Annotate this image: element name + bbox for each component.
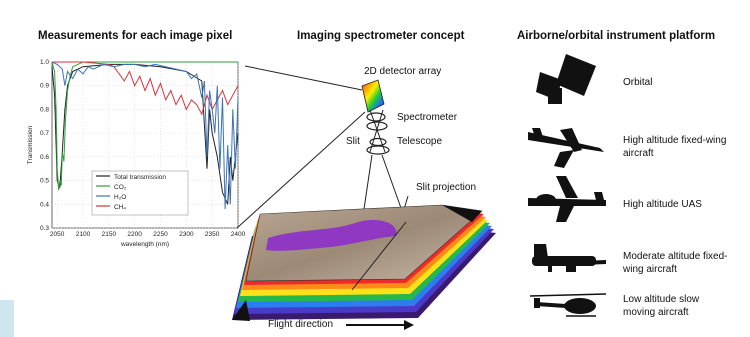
chart-legend-label: CH₄	[114, 204, 126, 211]
terrain-image-layer	[245, 204, 483, 282]
chart-legend-label: H₂O	[114, 194, 126, 201]
heading-platforms: Airborne/orbital instrument platform	[517, 30, 716, 42]
label-slit: Slit	[346, 136, 360, 147]
label-telescope: Telescope	[397, 136, 443, 147]
chart-ytick-label: 0.9	[40, 83, 49, 90]
chart-legend-label: Total transmission	[114, 174, 166, 181]
chart-xtick-label: 2200	[127, 231, 142, 238]
jet-aircraft-icon	[528, 128, 604, 168]
chart-ylabel: Transmission	[27, 125, 34, 164]
chart-xtick-label: 2100	[76, 231, 91, 238]
label-slit-projection: Slit projection	[416, 182, 477, 193]
satellite-icon	[536, 54, 596, 104]
chart-xtick-label: 2150	[102, 231, 117, 238]
label-detector-array: 2D detector array	[364, 66, 442, 77]
chart-ytick-label: 0.6	[40, 154, 49, 161]
chart-xlabel: wavelength (nm)	[120, 241, 169, 248]
label-flight-direction: Flight direction	[268, 319, 334, 330]
label-spectrometer: Spectrometer	[397, 112, 458, 123]
uas-drone-icon	[528, 176, 606, 222]
left-edge-strip	[0, 300, 14, 337]
chart-series-line-1	[51, 61, 238, 191]
platform-label-high-altitude-fixed-wing: High altitude fixed-wing aircraft	[623, 135, 727, 159]
platform-label-moderate-altitude-fixed-wing: Moderate altitude fixed-wing aircraft	[623, 251, 728, 275]
chart-ytick-label: 0.5	[40, 178, 49, 185]
zoom-line-bottom	[236, 111, 366, 229]
platform-label-low-altitude-slow: Low altitude slow moving aircraft	[623, 294, 700, 318]
detector-array-icon	[361, 79, 385, 113]
chart-xtick-label: 2300	[179, 231, 194, 238]
chart-ytick-label: 0.7	[40, 130, 49, 137]
chart-series-line-3	[52, 61, 239, 116]
chart-ytick-label: 0.8	[40, 106, 49, 113]
heading-spectrometer-concept: Imaging spectrometer concept	[297, 30, 465, 42]
chart-ytick-label: 0.3	[40, 225, 49, 232]
helicopter-icon	[529, 293, 607, 317]
chart-series-line-2	[51, 61, 239, 210]
chart-ytick-label: 0.4	[40, 201, 49, 208]
chart-xtick-label: 2400	[231, 231, 246, 238]
chart-ytick-label: 1.0	[40, 59, 49, 66]
spectrometer-lens-icon	[366, 112, 386, 122]
telescope-lens-icon	[366, 145, 390, 155]
twin-prop-aircraft-icon	[532, 244, 606, 272]
chart-xtick-label: 2050	[50, 231, 65, 238]
chart-xtick-label: 2350	[205, 231, 220, 238]
chart-legend-label: CO₂	[114, 184, 127, 191]
platform-label-orbital: Orbital	[623, 77, 653, 88]
heading-measurements: Measurements for each image pixel	[38, 30, 233, 42]
chart-xtick-label: 2250	[153, 231, 168, 238]
platform-label-high-altitude-uas: High altitude UAS	[623, 199, 702, 210]
chart-legend-box	[91, 170, 189, 216]
zoom-line-top	[244, 65, 363, 91]
